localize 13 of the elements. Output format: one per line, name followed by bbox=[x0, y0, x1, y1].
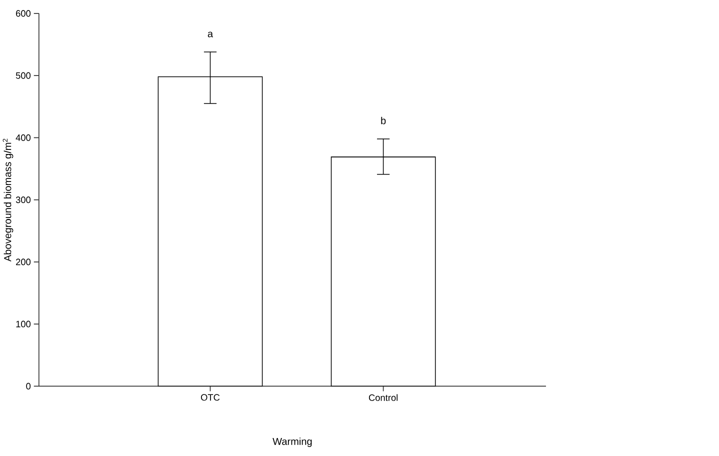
y-tick-label: 500 bbox=[16, 72, 31, 79]
y-tick-label: 600 bbox=[16, 10, 31, 17]
x-axis-title: Warming bbox=[272, 438, 312, 448]
y-tick-label: 300 bbox=[16, 196, 31, 204]
annotation: a bbox=[208, 32, 214, 38]
y-tick-label: 400 bbox=[16, 134, 31, 141]
y-tick-label: 0 bbox=[26, 382, 31, 390]
x-tick-label: OTC bbox=[200, 394, 220, 401]
x-tick-label: Control bbox=[368, 394, 398, 401]
y-tick-label: 200 bbox=[16, 258, 31, 266]
y-axis-title: Aboveground biomass g/m$^{2}$ bbox=[2, 138, 14, 262]
annotation: b bbox=[381, 116, 386, 124]
y-tick-label: 100 bbox=[16, 320, 31, 328]
